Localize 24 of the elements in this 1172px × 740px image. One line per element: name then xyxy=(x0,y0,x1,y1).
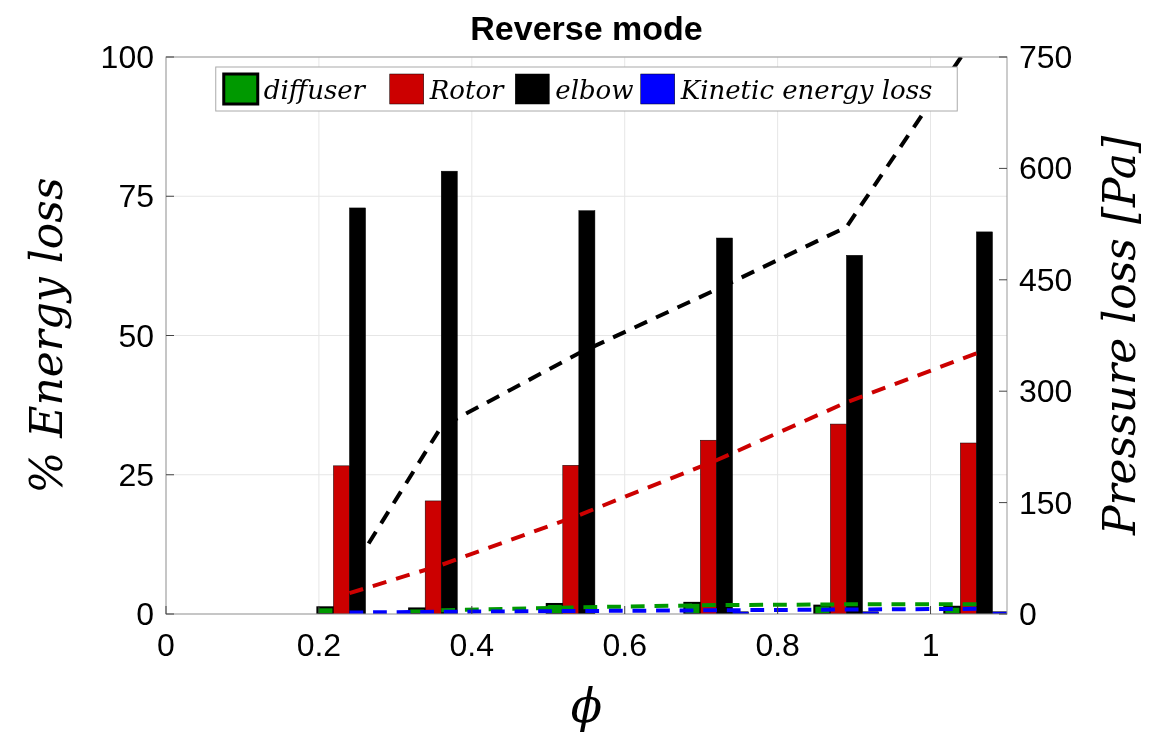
y2-tick-label: 600 xyxy=(1019,150,1073,187)
y-axis-title: % Energy loss xyxy=(21,177,72,494)
y-tick-label: 0 xyxy=(136,596,154,632)
y2-tick-label: 0 xyxy=(1019,596,1037,632)
y2-tick-label: 450 xyxy=(1019,261,1073,298)
x-tick-label: 0.8 xyxy=(755,627,800,663)
y2-tick-label: 750 xyxy=(1019,39,1073,75)
y-tick-label: 50 xyxy=(118,317,154,354)
legend-label: diffuser xyxy=(263,75,367,105)
x-tick-label: 0.6 xyxy=(602,627,647,663)
y2-axis-title: Pressure loss [Pa] xyxy=(1094,135,1145,537)
x-axis-title: ϕ xyxy=(570,679,603,733)
legend-label: elbow xyxy=(555,75,634,105)
y2-tick-label: 150 xyxy=(1019,484,1073,521)
x-tick-label: 1 xyxy=(921,627,940,663)
y-tick-label: 25 xyxy=(118,456,154,493)
y-tick-label: 75 xyxy=(118,178,154,215)
chart-title: Reverse mode xyxy=(470,9,703,47)
legend-label: Kinetic energy loss xyxy=(679,75,933,105)
x-tick-label: 0.4 xyxy=(449,627,495,663)
legend-label: Rotor xyxy=(428,75,506,105)
y2-tick-label: 300 xyxy=(1019,373,1073,410)
y-tick-label: 100 xyxy=(100,39,154,75)
x-tick-label: 0.2 xyxy=(296,627,342,663)
